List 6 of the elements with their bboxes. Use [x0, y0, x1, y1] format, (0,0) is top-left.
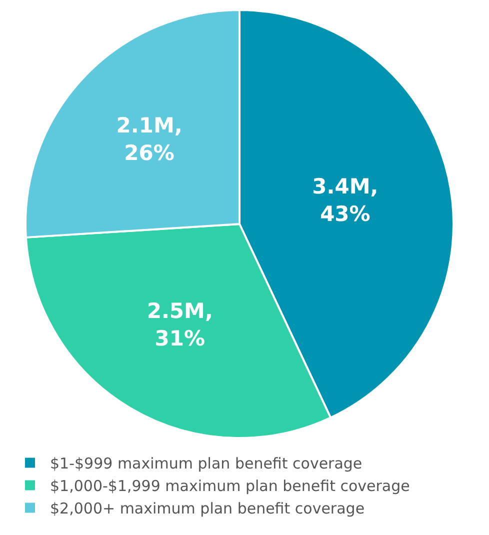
legend-label: $2,000+ maximum plan benefit coverage [50, 500, 365, 518]
data-label: 2.5M, 31% [146, 299, 213, 350]
legend-label: $1,000-$1,999 maximum plan benefit coverage [50, 477, 410, 496]
data-label: 3.4M, 43% [312, 174, 378, 226]
legend-label: $1-$999 maximum plan benefit coverage [50, 454, 362, 473]
data-label: 2.1M, 26% [116, 114, 182, 165]
